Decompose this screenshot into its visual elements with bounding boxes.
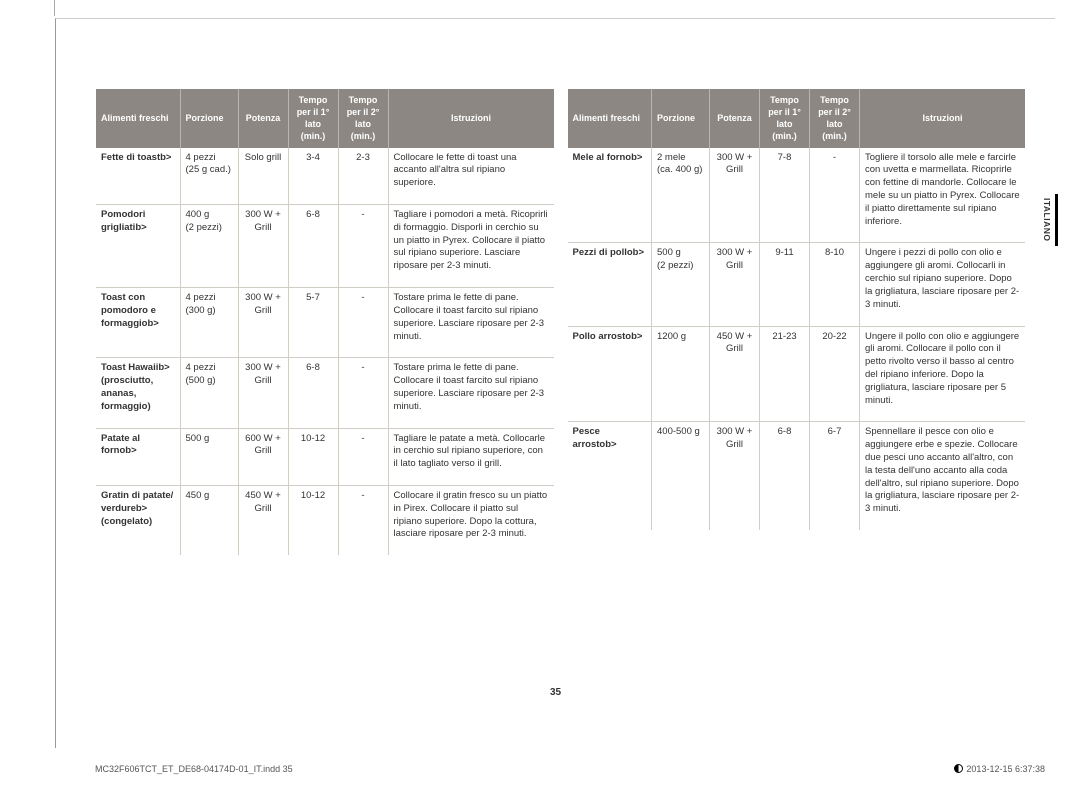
- cell-instructions: Togliere il torsolo alle mele e farcirle…: [860, 148, 1026, 243]
- header-time2: Tempo per il 2° lato (min.): [810, 89, 860, 148]
- header-portion: Porzione: [180, 89, 238, 148]
- cell-time1: 9-11: [760, 243, 810, 326]
- cell-power: 300 W +Grill: [238, 288, 288, 358]
- cell-instructions: Tagliare i pomodori a metà. Ricoprirli d…: [388, 205, 554, 288]
- table-row: Pollo arrostob>1200 g450 W +Grill21-2320…: [568, 326, 1026, 422]
- cell-food: Pollo arrostob>: [568, 326, 652, 422]
- cell-food: Pomodori grigliatib>: [96, 205, 180, 288]
- cell-time2: 8-10: [810, 243, 860, 326]
- cell-portion: 4 pezzi(300 g): [180, 288, 238, 358]
- table-row: Toast Hawaiib>(prosciutto, ananas, forma…: [96, 358, 554, 428]
- cell-instructions: Spennellare il pesce con olio e aggiunge…: [860, 422, 1026, 530]
- cell-instructions: Collocare il gratin fresco su un piatto …: [388, 486, 554, 556]
- cell-portion: 500 g: [180, 428, 238, 485]
- cell-time1: 7-8: [760, 148, 810, 243]
- cell-power: 300 W +Grill: [710, 422, 760, 530]
- header-instructions: Istruzioni: [388, 89, 554, 148]
- cell-instructions: Ungere il pollo con olio e aggiungere gl…: [860, 326, 1026, 422]
- cell-instructions: Tostare prima le fette di pane. Collocar…: [388, 358, 554, 428]
- cell-portion: 4 pezzi(500 g): [180, 358, 238, 428]
- cell-portion: 400 g(2 pezzi): [180, 205, 238, 288]
- cell-power: 300 W +Grill: [710, 148, 760, 243]
- cell-food: Gratin di patate/verdureb>(congelato): [96, 486, 180, 556]
- table-row: Toast con pomodoro eformaggiob>4 pezzi(3…: [96, 288, 554, 358]
- cell-power: 450 W +Grill: [710, 326, 760, 422]
- table-row: Pomodori grigliatib>400 g(2 pezzi)300 W …: [96, 205, 554, 288]
- cell-power: 450 W +Grill: [238, 486, 288, 556]
- cell-time2: -: [338, 428, 388, 485]
- cell-time1: 10-12: [288, 428, 338, 485]
- header-power: Potenza: [238, 89, 288, 148]
- header-time1: Tempo per il 1° lato (min.): [288, 89, 338, 148]
- cell-portion: 450 g: [180, 486, 238, 556]
- header-food: Alimenti freschi: [96, 89, 180, 148]
- cell-time2: -: [810, 148, 860, 243]
- cell-time1: 5-7: [288, 288, 338, 358]
- page-number: 35: [550, 687, 561, 698]
- cell-time1: 6-8: [288, 205, 338, 288]
- cell-time2: 2-3: [338, 148, 388, 205]
- two-column-layout: Alimenti freschi Porzione Potenza Tempo …: [96, 89, 1025, 555]
- header-time1: Tempo per il 1° lato (min.): [760, 89, 810, 148]
- cell-time2: -: [338, 486, 388, 556]
- cell-time2: 20-22: [810, 326, 860, 422]
- cell-time2: -: [338, 288, 388, 358]
- cell-instructions: Tostare prima le fette di pane. Collocar…: [388, 288, 554, 358]
- cell-time2: -: [338, 358, 388, 428]
- language-tab: ITALIANO: [1042, 194, 1058, 246]
- header-power: Potenza: [710, 89, 760, 148]
- cell-time2: 6-7: [810, 422, 860, 530]
- footer-filename: MC32F606TCT_ET_DE68-04174D-01_IT.indd 35: [95, 764, 293, 774]
- cell-portion: 500 g(2 pezzi): [652, 243, 710, 326]
- footer-timestamp: 2013-12-15 6:37:38: [954, 764, 1045, 774]
- header-portion: Porzione: [652, 89, 710, 148]
- cell-food: Mele al fornob>: [568, 148, 652, 243]
- table-row: Fette di toastb>4 pezzi(25 g cad.)Solo g…: [96, 148, 554, 205]
- cell-time1: 6-8: [288, 358, 338, 428]
- cell-portion: 1200 g: [652, 326, 710, 422]
- cell-portion: 400-500 g: [652, 422, 710, 530]
- cell-instructions: Ungere i pezzi di pollo con olio e aggiu…: [860, 243, 1026, 326]
- cell-power: 300 W +Grill: [238, 358, 288, 428]
- cell-food: Toast con pomodoro eformaggiob>: [96, 288, 180, 358]
- table-row: Pesce arrostob>400-500 g300 W +Grill6-86…: [568, 422, 1026, 530]
- cell-food: Patate al fornob>: [96, 428, 180, 485]
- cell-power: 600 W +Grill: [238, 428, 288, 485]
- cell-time2: -: [338, 205, 388, 288]
- cooking-table-left: Alimenti freschi Porzione Potenza Tempo …: [96, 89, 554, 555]
- cell-time1: 21-23: [760, 326, 810, 422]
- cell-instructions: Collocare le fette di toast una accanto …: [388, 148, 554, 205]
- manual-page: ITALIANO Alimenti freschi Porzione Poten…: [55, 18, 1055, 748]
- header-instructions: Istruzioni: [860, 89, 1026, 148]
- cell-food: Pesce arrostob>: [568, 422, 652, 530]
- left-column: Alimenti freschi Porzione Potenza Tempo …: [96, 89, 554, 555]
- table-row: Patate al fornob>500 g600 W +Grill10-12-…: [96, 428, 554, 485]
- cell-time1: 3-4: [288, 148, 338, 205]
- cell-power: 300 W +Grill: [238, 205, 288, 288]
- cell-time1: 6-8: [760, 422, 810, 530]
- right-column: Alimenti freschi Porzione Potenza Tempo …: [568, 89, 1026, 555]
- table-row: Pezzi di pollob>500 g(2 pezzi)300 W +Gri…: [568, 243, 1026, 326]
- cell-portion: 4 pezzi(25 g cad.): [180, 148, 238, 205]
- table-row: Mele al fornob>2 mele(ca. 400 g)300 W +G…: [568, 148, 1026, 243]
- table-row: Gratin di patate/verdureb>(congelato)450…: [96, 486, 554, 556]
- cell-food: Toast Hawaiib>(prosciutto, ananas, forma…: [96, 358, 180, 428]
- cell-instructions: Tagliare le patate a metà. Collocarle in…: [388, 428, 554, 485]
- cell-food: Fette di toastb>: [96, 148, 180, 205]
- cell-food: Pezzi di pollob>: [568, 243, 652, 326]
- cell-power: 300 W +Grill: [710, 243, 760, 326]
- cell-power: Solo grill: [238, 148, 288, 205]
- header-time2: Tempo per il 2° lato (min.): [338, 89, 388, 148]
- cell-portion: 2 mele(ca. 400 g): [652, 148, 710, 243]
- cooking-table-right: Alimenti freschi Porzione Potenza Tempo …: [568, 89, 1026, 530]
- header-food: Alimenti freschi: [568, 89, 652, 148]
- cell-time1: 10-12: [288, 486, 338, 556]
